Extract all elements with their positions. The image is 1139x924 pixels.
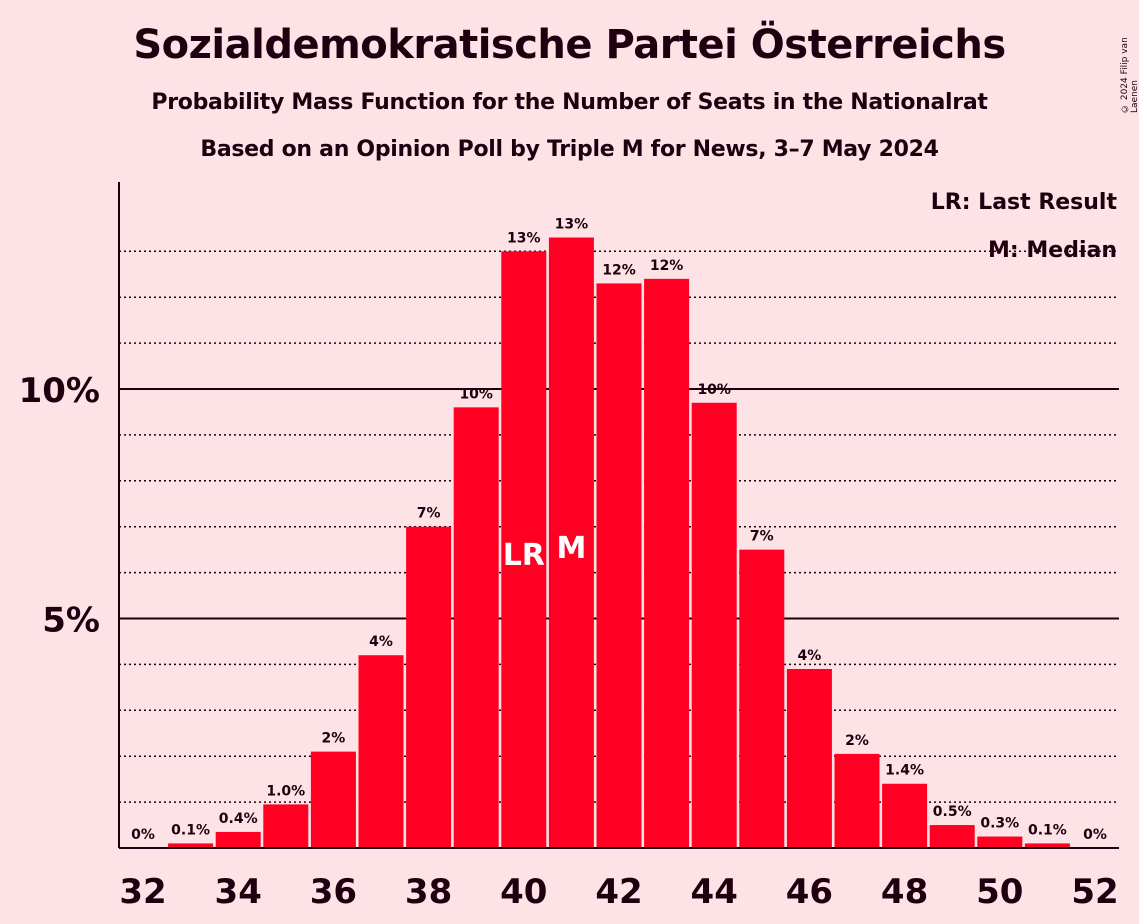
x-tick-label: 32 (119, 872, 166, 912)
x-tick-label: 48 (881, 872, 928, 912)
bar-data-label: 0.4% (219, 811, 258, 827)
bar-data-label: 2% (845, 733, 869, 749)
bar-data-label: 4% (369, 634, 393, 650)
bar-data-label: 10% (459, 386, 493, 402)
x-tick-label: 38 (405, 872, 452, 912)
last-result-marker: LR (503, 538, 545, 573)
bar-data-label: 13% (507, 230, 541, 246)
bar-data-label: 0% (1083, 827, 1107, 843)
bars-group: 0% 0.1% 0.4% 1.0% 2% 4% 7% 10% 13% LR 13% M 12% 12% 10… (131, 217, 1107, 849)
bar (406, 526, 452, 848)
bar (548, 237, 594, 848)
bar (977, 836, 1023, 848)
bar (786, 668, 832, 848)
y-tick-label: 5% (42, 601, 100, 641)
x-tick-label: 50 (976, 872, 1023, 912)
bar (358, 655, 404, 848)
bar-data-label: 0% (131, 827, 155, 843)
x-tick-label: 34 (215, 872, 262, 912)
legend-last-result: LR: Last Result (931, 190, 1118, 215)
chart-title: Sozialdemokratische Partei Österreichs (133, 22, 1006, 68)
bar-data-label: 2% (322, 731, 346, 747)
legend: LR: Last Result M: Median (931, 190, 1118, 263)
legend-median: M: Median (988, 238, 1117, 263)
bar-data-label: 1.0% (266, 783, 305, 799)
bar (168, 843, 214, 848)
bar (596, 283, 642, 848)
bar-data-label: 7% (750, 529, 774, 545)
bar (215, 831, 261, 848)
bar (310, 751, 356, 848)
x-tick-label: 36 (310, 872, 357, 912)
median-marker: M (556, 531, 586, 566)
bar-data-label: 13% (555, 217, 589, 233)
bar-data-label: 12% (650, 258, 684, 274)
bar (739, 549, 785, 848)
bar-data-label: 7% (417, 506, 441, 522)
y-tick-label: 10% (19, 371, 100, 411)
bar (691, 402, 737, 848)
bar-data-label: 0.1% (171, 822, 210, 838)
bar (929, 825, 975, 848)
bar-data-label: 0.1% (1028, 822, 1067, 838)
bar (453, 407, 499, 848)
bar-data-label: 10% (697, 382, 731, 398)
bar-data-label: 12% (602, 262, 636, 278)
bar (263, 804, 309, 848)
bar (882, 783, 928, 848)
bar-data-label: 4% (798, 648, 822, 664)
bar-data-label: 1.4% (885, 763, 924, 779)
chart-subtitle: Probability Mass Function for the Number… (151, 90, 988, 115)
x-tick-label: 52 (1071, 872, 1118, 912)
axes-group: 32 34 36 38 40 42 44 46 48 50 52 (118, 182, 1119, 912)
bar (834, 753, 880, 848)
bar-data-label: 0.3% (980, 816, 1019, 832)
bar-data-label: 0.5% (933, 804, 972, 820)
bar (501, 251, 547, 849)
x-tick-label: 44 (691, 872, 738, 912)
x-tick-label: 46 (786, 872, 833, 912)
chart-source-subtitle: Based on an Opinion Poll by Triple M for… (200, 137, 939, 162)
bar (644, 278, 690, 849)
bar (1024, 843, 1070, 848)
x-tick-label: 42 (595, 872, 642, 912)
x-tick-label: 40 (500, 872, 547, 912)
